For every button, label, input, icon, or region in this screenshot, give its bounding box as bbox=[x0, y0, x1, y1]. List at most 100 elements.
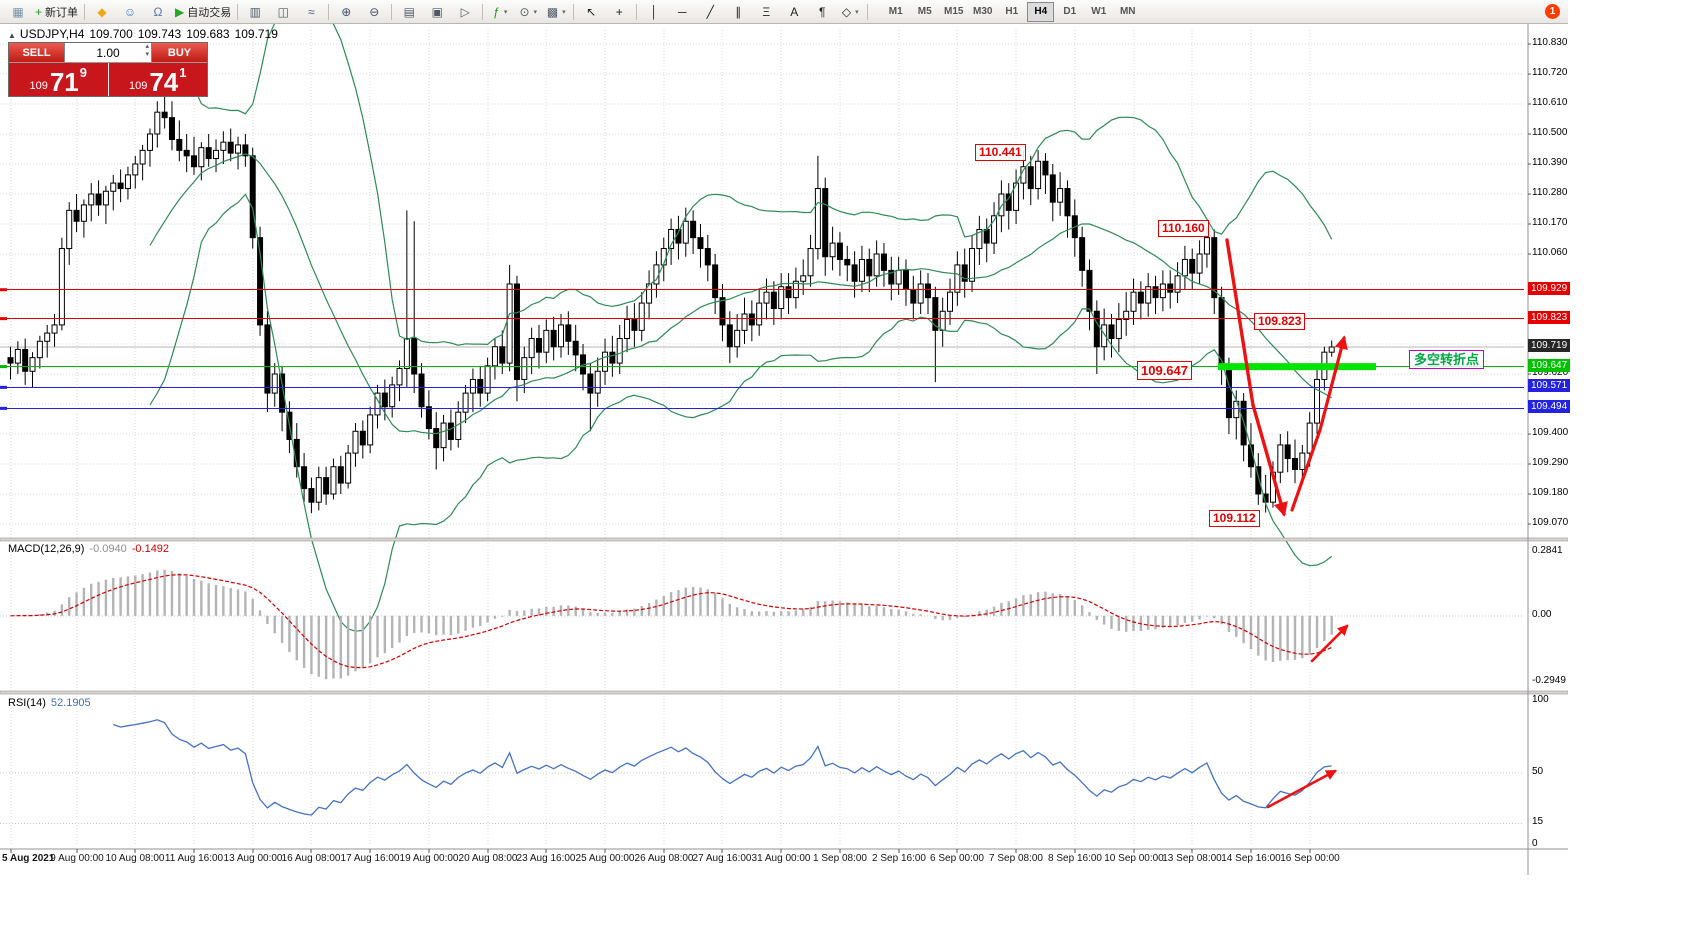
timeframe-m30[interactable]: M30 bbox=[973, 6, 993, 17]
metaquotes-icon[interactable]: ◆ bbox=[97, 4, 107, 19]
macd-signal-line bbox=[10, 574, 1332, 669]
time-scale-label: 1 Sep 08:00 bbox=[813, 853, 867, 864]
price-tag-label[interactable]: 109.112 bbox=[1209, 510, 1260, 527]
timeframe-d1[interactable]: D1 bbox=[1063, 6, 1077, 17]
toolbar-separator bbox=[84, 3, 86, 20]
pane-separator[interactable] bbox=[0, 537, 1568, 542]
timeframe-h1[interactable]: H1 bbox=[1005, 6, 1019, 17]
annotation-text[interactable]: 多空转折点 bbox=[1409, 350, 1485, 369]
horizontal-line-icon[interactable]: ─ bbox=[677, 4, 687, 19]
indicators-icon[interactable]: ƒ ▾ bbox=[493, 4, 508, 19]
price-scale-label: 109.290 bbox=[1532, 457, 1569, 468]
sell-price-big: 71 bbox=[49, 67, 79, 97]
chart-canvas[interactable] bbox=[0, 0, 1568, 942]
toolbar-separator bbox=[867, 3, 869, 20]
auto-trading-button[interactable]: ▶ 自动交易 bbox=[175, 4, 232, 19]
sell-price[interactable]: 109 71 9 bbox=[9, 63, 108, 96]
buy-price-prefix: 109 bbox=[128, 80, 148, 92]
rsi-up-arrow[interactable] bbox=[1266, 769, 1337, 809]
notification-badge[interactable]: 1 bbox=[1545, 4, 1560, 19]
price-tag-label[interactable]: 109.647 bbox=[1137, 361, 1192, 380]
timeframe-h4[interactable]: H4 bbox=[1027, 1, 1055, 22]
time-scale-label: 2 Sep 16:00 bbox=[872, 853, 926, 864]
price-scale-label: 109.620 bbox=[1532, 367, 1569, 378]
new-order-button[interactable]: + 新订单 bbox=[35, 4, 79, 19]
price-axis-tag: 109.929 bbox=[1528, 281, 1571, 295]
volume-value[interactable]: 1.00 bbox=[96, 45, 120, 60]
line-chart-icon[interactable]: ≈ bbox=[307, 4, 315, 19]
macd-up-arrow[interactable] bbox=[1310, 624, 1349, 663]
toolbar-separator bbox=[391, 3, 393, 20]
trendline-icon[interactable]: ╱ bbox=[706, 4, 714, 19]
high-value: 109.743 bbox=[137, 27, 182, 41]
time-scale-label: 14 Sep 16:00 bbox=[1221, 853, 1281, 864]
buy-button[interactable]: BUY bbox=[152, 43, 207, 62]
volume-up-icon[interactable]: ▴ bbox=[145, 43, 149, 50]
chart-window-icon[interactable]: ▦ bbox=[12, 4, 24, 19]
timeframe-w1[interactable]: W1 bbox=[1091, 6, 1107, 17]
support-icon[interactable]: Ω bbox=[153, 4, 163, 19]
label-icon[interactable]: ¶ bbox=[819, 4, 826, 19]
time-scale-label: 16 Sep 00:00 bbox=[1280, 853, 1340, 864]
price-axis-tag: 109.647 bbox=[1528, 358, 1571, 372]
community-icon[interactable]: ☺ bbox=[123, 4, 137, 19]
rsi-line bbox=[113, 719, 1332, 816]
price-scale-label: 109.180 bbox=[1532, 487, 1569, 498]
toolbar: ▦ + 新订单 ◆ ☺ Ω ▶ 自动交易 ▥ ◫ ≈ ⊕ ⊖ ▤ ▣ ▷ ƒ ▾ ⊙ ▾ ▩ ▾ ↖ + │ ─ ╱ ∥ Ξ A ¶ ◇ ▾ M1… bbox=[0, 0, 1568, 24]
auto-scroll-icon[interactable]: ▣ bbox=[431, 4, 443, 19]
volume-spinner[interactable]: ▴ ▾ bbox=[145, 43, 149, 59]
rsi-indicator-label: RSI(14) 52.1905 bbox=[8, 697, 91, 709]
channel-icon[interactable]: ∥ bbox=[735, 4, 742, 19]
chart-shift-icon[interactable]: ▷ bbox=[460, 4, 470, 19]
toolbar-separator bbox=[573, 3, 575, 20]
buy-price-big: 74 bbox=[149, 67, 179, 97]
templates-icon[interactable]: ▩ ▾ bbox=[546, 4, 566, 19]
trend-down-arrow[interactable] bbox=[1225, 238, 1288, 517]
price-axis-tag: 109.719 bbox=[1528, 339, 1571, 352]
volume-field[interactable]: 1.00 ▴ ▾ bbox=[64, 43, 152, 62]
price-tag-label[interactable]: 110.441 bbox=[975, 144, 1026, 161]
buy-price-sup: 1 bbox=[179, 65, 187, 80]
price-scale-label: 110.830 bbox=[1532, 37, 1568, 48]
time-scale-label: 31 Aug 00:00 bbox=[751, 853, 811, 864]
one-click-collapse-icon[interactable]: ▲ bbox=[8, 31, 16, 40]
timeframe-mn[interactable]: MN bbox=[1119, 6, 1136, 17]
time-scale-label: 13 Sep 08:00 bbox=[1162, 853, 1222, 864]
zoom-out-icon[interactable]: ⊖ bbox=[369, 4, 380, 19]
price-axis-tag: 109.571 bbox=[1528, 379, 1571, 393]
time-scale-label: 8 Sep 16:00 bbox=[1048, 853, 1102, 864]
price-scale-label: 110.610 bbox=[1532, 97, 1568, 108]
pane-separator[interactable] bbox=[0, 690, 1568, 695]
periods-icon[interactable]: ⊙ ▾ bbox=[519, 4, 538, 19]
text-icon[interactable]: A bbox=[790, 4, 799, 19]
price-tag-label[interactable]: 110.160 bbox=[1158, 220, 1209, 237]
crosshair-icon[interactable]: + bbox=[615, 4, 623, 19]
price-axis-tag: 109.494 bbox=[1528, 400, 1571, 414]
bar-chart-icon[interactable]: ▥ bbox=[249, 4, 261, 19]
rsi-scale-label: 100 bbox=[1532, 694, 1549, 705]
time-scale-label: 7 Sep 08:00 bbox=[989, 853, 1043, 864]
rsi-scale-label: 15 bbox=[1532, 816, 1544, 828]
price-axis-tag: 109.823 bbox=[1528, 310, 1571, 324]
time-scale-label: 10 Aug 08:00 bbox=[105, 853, 165, 864]
fibonacci-icon[interactable]: Ξ bbox=[762, 4, 771, 19]
price-tag-label[interactable]: 109.823 bbox=[1254, 313, 1306, 330]
timeframe-m5[interactable]: M5 bbox=[917, 6, 932, 17]
volume-down-icon[interactable]: ▾ bbox=[145, 51, 149, 58]
candlestick-chart-icon[interactable]: ◫ bbox=[277, 4, 289, 19]
trend-up-arrow[interactable] bbox=[1290, 335, 1348, 512]
sell-button[interactable]: SELL bbox=[9, 43, 64, 62]
metatrader-window: ▦ + 新订单 ◆ ☺ Ω ▶ 自动交易 ▥ ◫ ≈ ⊕ ⊖ ▤ ▣ ▷ ƒ ▾ ⊙ ▾ ▩ ▾ ↖ + │ ─ ╱ ∥ Ξ A ¶ ◇ ▾ M1… bbox=[0, 0, 1571, 942]
shapes-icon[interactable]: ◇ ▾ bbox=[841, 4, 859, 19]
bollinger-band-line bbox=[149, 193, 1333, 632]
cursor-icon[interactable]: ↖ bbox=[586, 4, 597, 19]
thick-green-segment[interactable] bbox=[1218, 363, 1376, 371]
close-value: 109.719 bbox=[234, 27, 278, 41]
timeframe-m15[interactable]: M15 bbox=[944, 6, 964, 17]
vertical-line-icon[interactable]: │ bbox=[650, 4, 659, 19]
timeframe-m1[interactable]: M1 bbox=[888, 6, 903, 17]
zoom-in-icon[interactable]: ⊕ bbox=[341, 4, 352, 19]
tile-windows-icon[interactable]: ▤ bbox=[403, 4, 415, 19]
buy-price[interactable]: 109 74 1 bbox=[108, 63, 207, 97]
